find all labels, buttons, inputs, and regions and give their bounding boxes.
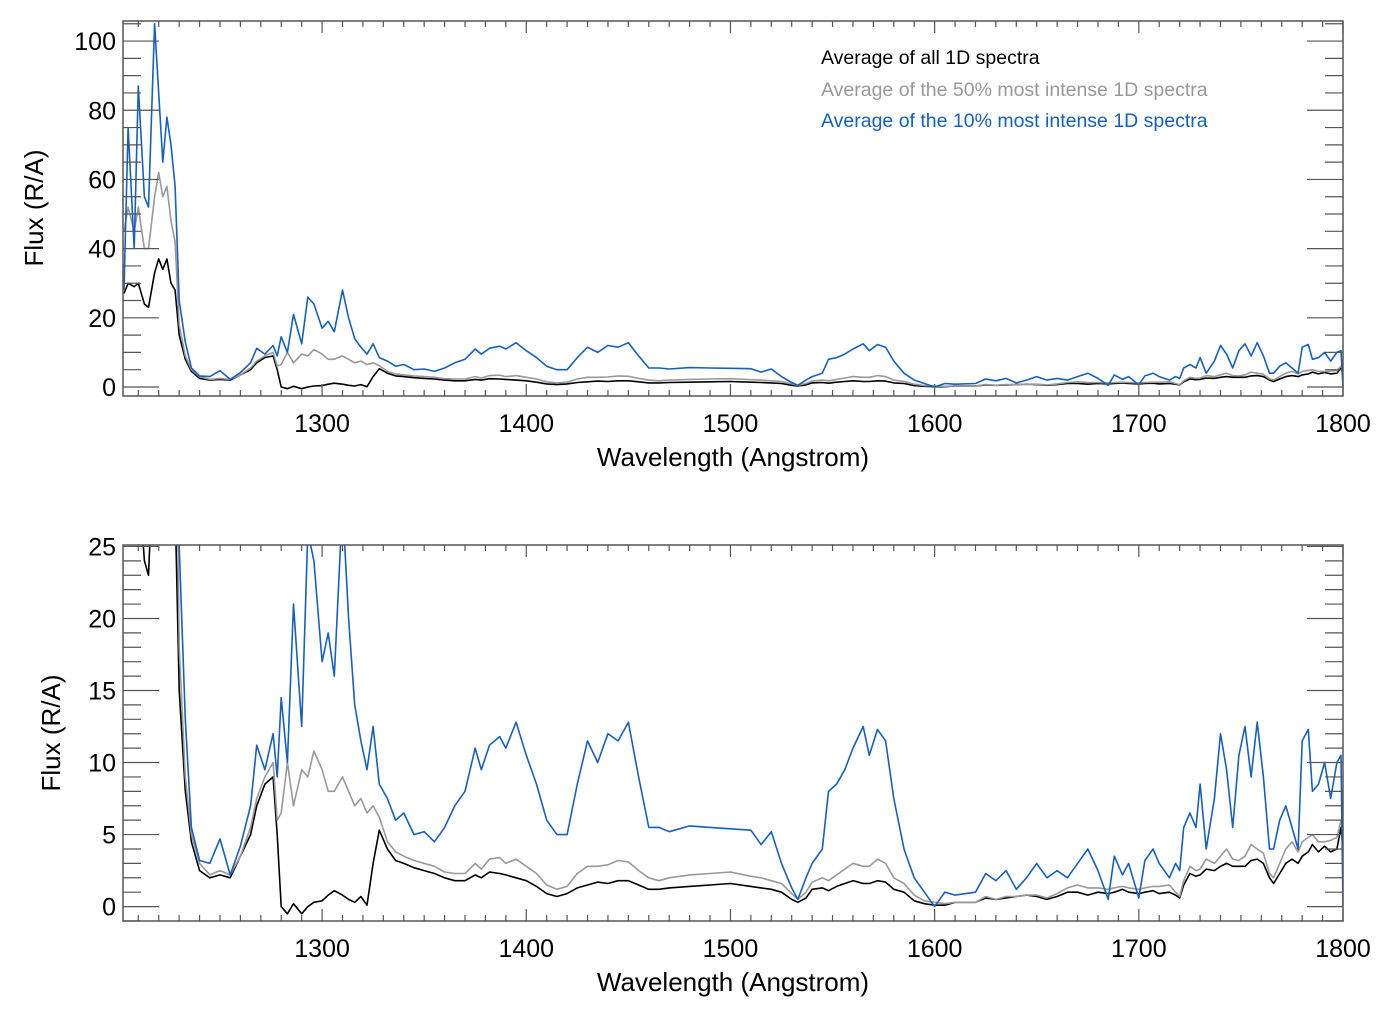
x-tick-label: 1700 — [1111, 935, 1167, 963]
bottom-x-axis-label: Wavelength (Angstrom) — [597, 967, 869, 997]
bottom-series-50pct — [177, 545, 1343, 905]
bottom-panel: 1300 1400 1500 1600 1700 1800 0 5 10 15 20 25 Wavel… — [36, 533, 1371, 997]
legend: Average of all 1D spectra Average of the… — [821, 47, 1208, 132]
top-series-10pct — [123, 23, 1343, 388]
y-tick-label: 40 — [88, 236, 116, 264]
y-tick-label: 20 — [88, 605, 116, 633]
top-series-all — [123, 258, 1343, 390]
top-panel: 1300 1400 1500 1600 1700 1800 0 20 40 60 80 100 Wav… — [19, 20, 1371, 472]
y-tick-label: 25 — [88, 533, 116, 561]
legend-entry-50pct: Average of the 50% most intense 1D spect… — [821, 79, 1208, 101]
y-tick-label: 100 — [74, 28, 116, 56]
top-tick-labels: 1300 1400 1500 1600 1700 1800 0 20 40 60 80 100 — [74, 28, 1371, 438]
y-tick-label: 5 — [102, 822, 116, 850]
bottom-tick-labels: 1300 1400 1500 1600 1700 1800 0 5 10 15 20 25 — [88, 533, 1371, 963]
legend-entry-10pct: Average of the 10% most intense 1D spect… — [821, 110, 1208, 132]
x-tick-label: 1800 — [1315, 935, 1371, 963]
top-y-axis-label: Flux (R/A) — [19, 150, 49, 267]
bottom-series-layer — [142, 545, 1343, 915]
top-plot-frame — [122, 20, 1344, 397]
y-tick-label: 60 — [88, 166, 116, 194]
top-series-layer — [123, 23, 1343, 390]
top-series-50pct — [123, 171, 1343, 388]
x-tick-label: 1300 — [294, 410, 350, 438]
y-tick-label: 0 — [102, 374, 116, 402]
x-tick-label: 1400 — [498, 935, 554, 963]
x-tick-label: 1500 — [703, 935, 759, 963]
bottom-y-axis-label: Flux (R/A) — [36, 675, 66, 792]
y-tick-label: 10 — [88, 750, 116, 778]
y-tick-label: 20 — [88, 305, 116, 333]
x-tick-label: 1600 — [907, 935, 963, 963]
y-tick-label: 15 — [88, 678, 116, 706]
legend-entry-all: Average of all 1D spectra — [821, 47, 1040, 69]
x-tick-label: 1600 — [907, 410, 963, 438]
y-tick-label: 80 — [88, 97, 116, 125]
bottom-series-all — [142, 545, 1343, 915]
x-tick-label: 1800 — [1315, 410, 1371, 438]
x-tick-label: 1300 — [294, 935, 350, 963]
x-tick-label: 1700 — [1111, 410, 1167, 438]
top-ticks — [123, 21, 1344, 396]
bottom-plot-frame — [122, 544, 1344, 922]
bottom-ticks — [123, 545, 1344, 922]
bottom-series-10pct — [178, 545, 1343, 908]
y-tick-label: 0 — [102, 894, 116, 922]
x-tick-label: 1500 — [703, 410, 759, 438]
top-x-axis-label: Wavelength (Angstrom) — [597, 442, 869, 472]
x-tick-label: 1400 — [498, 410, 554, 438]
